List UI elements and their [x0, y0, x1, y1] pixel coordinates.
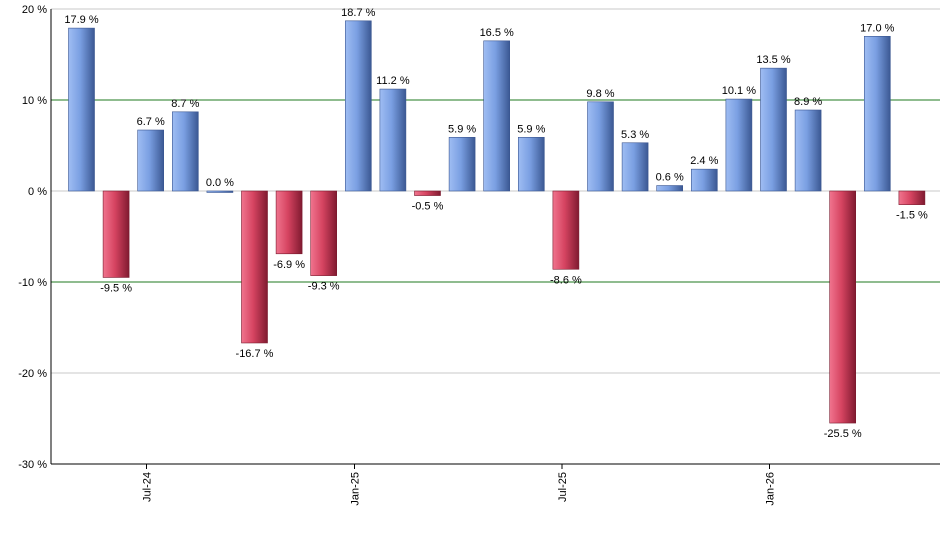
data-label-18: 2.4 % [690, 155, 718, 167]
bar-11 [448, 137, 476, 192]
data-label-15: 9.8 % [586, 88, 614, 100]
data-label-16: 5.3 % [621, 129, 649, 141]
bar-23 [863, 35, 891, 192]
bar-3 [172, 111, 199, 192]
bar-1 [102, 190, 130, 278]
data-label-19: 10.1 % [722, 85, 756, 97]
bar-17 [656, 185, 684, 192]
bar-24 [898, 190, 926, 205]
data-label-9: 11.2 % [376, 75, 410, 87]
data-label-2: 6.7 % [137, 116, 165, 128]
bar-12 [483, 40, 511, 192]
data-label-21: 8.9 % [794, 96, 822, 108]
bar-9 [379, 88, 407, 192]
bar-5 [241, 190, 268, 344]
data-label-24: -1.5 % [896, 210, 928, 222]
bar-2 [137, 129, 164, 192]
data-label-23: 17.0 % [860, 22, 894, 34]
data-label-12: 16.5 % [480, 27, 514, 39]
data-label-11: 5.9 % [448, 123, 476, 135]
data-label-22: -25.5 % [824, 428, 862, 440]
bar-13 [517, 137, 545, 192]
bar-10 [414, 190, 441, 196]
data-label-4: 0.0 % [206, 177, 234, 189]
y-tick-label: -30 % [18, 459, 47, 471]
data-label-0: 17.9 % [64, 14, 98, 26]
data-label-5: -16.7 % [236, 348, 274, 360]
x-tick-label: Jan-26 [765, 472, 777, 506]
data-label-14: -8.6 % [550, 274, 582, 286]
bar-7 [310, 190, 338, 276]
data-label-1: -9.5 % [100, 282, 132, 294]
bars [68, 20, 926, 424]
bar-22 [829, 190, 857, 424]
bar-0 [68, 27, 95, 192]
data-label-3: 8.7 % [171, 98, 199, 110]
bar-14 [552, 190, 580, 270]
data-label-8: 18.7 % [341, 7, 375, 19]
data-label-10: -0.5 % [412, 201, 444, 213]
data-label-20: 13.5 % [756, 54, 790, 66]
bar-6 [275, 190, 303, 255]
bar-8 [344, 20, 372, 192]
x-tick-label: Jan-25 [349, 472, 361, 506]
bar-16 [621, 142, 649, 192]
bar-4 [206, 190, 234, 193]
data-label-7: -9.3 % [308, 281, 340, 293]
y-tick-label: -20 % [18, 368, 47, 380]
data-label-6: -6.9 % [273, 259, 305, 271]
bar-20 [760, 67, 787, 192]
data-label-17: 0.6 % [656, 172, 684, 184]
data-labels: 17.9 % -9.5 % 6.7 % 8.7 % 0.0 % -16.7 % -6.9 %… [64, 7, 928, 440]
y-tick-label: 0 % [28, 186, 47, 198]
y-tick-label: -10 % [18, 277, 47, 289]
y-tick-label: 20 % [22, 4, 47, 16]
axes: 20 % 10 % 0 % -10 % -20 % -30 % Jul-24 Jan-25 Ju… [18, 4, 940, 506]
x-tick-label: Jul-25 [557, 472, 569, 502]
bar-18 [690, 168, 718, 192]
y-tick-label: 10 % [22, 95, 47, 107]
x-tick-label: Jul-24 [142, 472, 154, 502]
bar-19 [725, 98, 753, 192]
bar-15 [587, 101, 614, 192]
data-label-13: 5.9 % [517, 123, 545, 135]
bar-21 [794, 109, 822, 192]
